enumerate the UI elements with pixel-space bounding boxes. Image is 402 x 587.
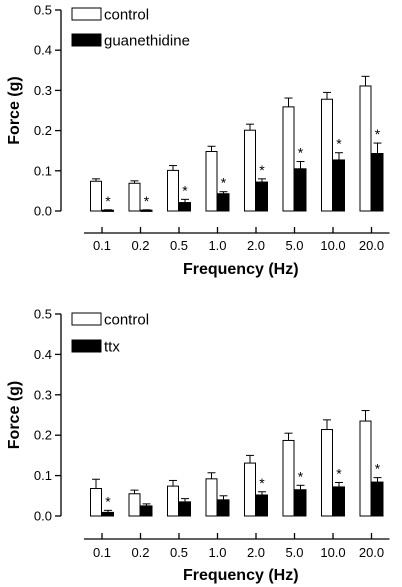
x-tick-label: 0.1 (93, 545, 111, 560)
bar-control (205, 151, 218, 212)
bar-control (359, 420, 372, 517)
bar-ttx (102, 511, 114, 517)
bar-control (90, 180, 102, 212)
x-tick-label: 1.0 (208, 545, 226, 560)
bar-guanethidine (102, 209, 114, 212)
x-tick-label: 0.2 (131, 238, 149, 253)
significance-marker: * (259, 475, 265, 491)
legend-label-ttx: ttx (104, 339, 120, 356)
bar-control (128, 182, 141, 212)
bar-ttx (179, 501, 191, 517)
significance-marker: * (105, 193, 111, 209)
significance-marker: * (221, 175, 227, 191)
bar-guanethidine (333, 159, 345, 212)
y-tick-label: 0.1 (34, 163, 52, 178)
legend-swatch-control (71, 7, 102, 21)
bar-control (244, 462, 256, 517)
y-tick-label: 0.2 (34, 123, 52, 138)
y-tick-label: 0.3 (34, 387, 52, 402)
x-tick-label: 1.0 (208, 238, 226, 253)
x-tick-label: 5.0 (285, 545, 303, 560)
significance-marker: * (298, 145, 304, 161)
bar-control (359, 85, 372, 212)
x-tick-label: 2.0 (247, 238, 265, 253)
bar-guanethidine (294, 168, 307, 212)
bar-ttx (217, 499, 230, 517)
bar-guanethidine (179, 202, 191, 212)
x-tick-label: 10.0 (320, 545, 345, 560)
y-tick-label: 0.5 (34, 307, 52, 322)
y-tick-label: 0.0 (34, 509, 52, 524)
significance-marker: * (182, 182, 188, 198)
x-tick-label: 20.0 (359, 545, 384, 560)
bar-ttx (333, 486, 345, 517)
bar-guanethidine (256, 181, 268, 212)
bar-control (167, 169, 179, 212)
x-tick-label: 0.1 (93, 238, 111, 253)
y-tick-label: 0.4 (34, 347, 52, 362)
x-axis-label: Frequency (Hz) (183, 261, 299, 278)
legend-label-control: control (104, 7, 149, 24)
bar-control (244, 129, 256, 212)
bar-control (205, 478, 218, 517)
bar-control (167, 485, 179, 517)
bar-control (282, 106, 295, 212)
bar-guanethidine (217, 193, 230, 212)
y-tick-label: 0.4 (34, 43, 52, 58)
bar-control (321, 429, 333, 517)
legend-swatch-ttx (71, 339, 102, 353)
significance-marker: * (105, 493, 111, 509)
bar-ttx (371, 481, 384, 517)
y-axis-label: Force (g) (6, 381, 23, 449)
bar-ttx (140, 505, 153, 517)
legend-swatch-control (71, 312, 102, 326)
x-tick-label: 0.2 (131, 545, 149, 560)
legend-label-control: control (104, 312, 149, 329)
panel-guanethidine: 0.0 0.1 0.2 0.3 0.4 0.5 Force (g) 0.1 0.2 0.5 1.0 2… (6, 3, 390, 278)
y-tick-label: 0.0 (34, 204, 52, 219)
y-tick-label: 0.1 (34, 468, 52, 483)
bar-control (282, 439, 295, 517)
x-tick-label: 5.0 (285, 238, 303, 253)
bar-control (90, 488, 102, 517)
panel-ttx: 0.0 0.1 0.2 0.3 0.4 0.5 Force (g) 0.1 0.2 0.5 1.0 2… (6, 307, 390, 584)
x-axis-label: Frequency (Hz) (183, 567, 299, 584)
significance-marker: * (375, 126, 381, 142)
significance-marker: * (144, 193, 150, 209)
x-tick-label: 0.5 (170, 545, 188, 560)
x-tick-label: 10.0 (320, 238, 345, 253)
y-tick-label: 0.2 (34, 428, 52, 443)
significance-marker: * (298, 468, 304, 484)
bar-guanethidine (371, 153, 384, 212)
legend-label-guanethidine: guanethidine (104, 33, 190, 50)
x-tick-label: 2.0 (247, 545, 265, 560)
legend-swatch-guanethidine (71, 33, 102, 47)
bar-guanethidine (140, 209, 153, 212)
significance-marker: * (259, 162, 265, 178)
x-tick-label: 20.0 (359, 238, 384, 253)
bar-control (321, 98, 333, 212)
significance-marker: * (336, 136, 342, 152)
significance-marker: * (375, 461, 381, 477)
bar-ttx (294, 489, 307, 517)
y-tick-label: 0.5 (34, 3, 52, 18)
bar-control (128, 493, 141, 517)
y-tick-label: 0.3 (34, 83, 52, 98)
y-axis-label: Force (g) (6, 76, 23, 144)
bar-ttx (256, 494, 268, 517)
significance-marker: * (336, 465, 342, 481)
x-tick-label: 0.5 (170, 238, 188, 253)
